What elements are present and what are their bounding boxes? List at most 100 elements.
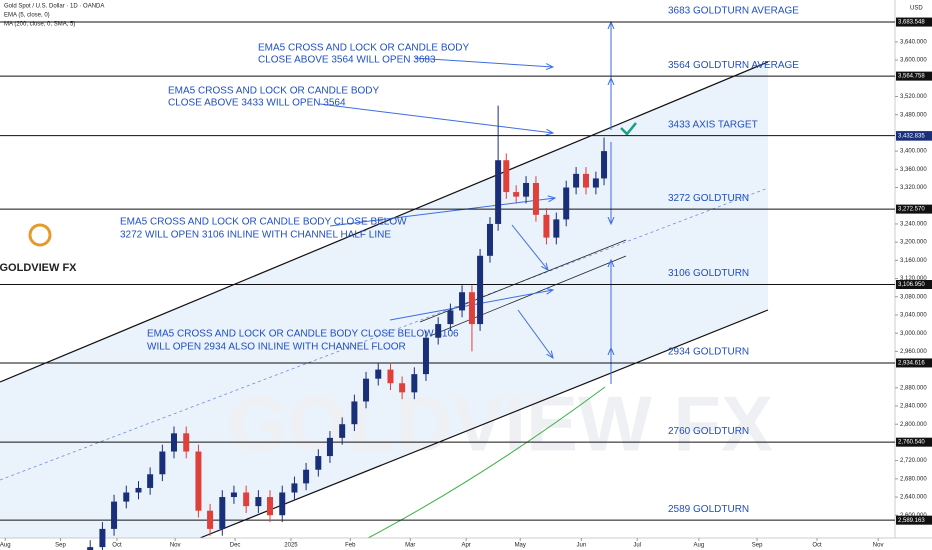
candle-body <box>255 497 262 507</box>
y-tick-label: 3,240.000 <box>900 222 927 228</box>
y-tick-label: 3,480.000 <box>900 112 927 118</box>
y-tick-label: 3,360.000 <box>900 167 927 173</box>
logo: GOLDVIEW FX <box>0 223 77 274</box>
candle-body <box>582 173 589 188</box>
y-tick-label: 2,720.000 <box>900 458 927 464</box>
level-tag <box>896 437 932 447</box>
drawings <box>0 22 769 539</box>
annotation: EMA5 CROSS AND LOCK OR CANDLE BODY <box>258 43 469 54</box>
y-tick-label: 2,840.000 <box>900 404 927 410</box>
x-tick-label: Oct <box>112 543 122 549</box>
arrow <box>329 198 555 227</box>
level-name: 3106 GOLDTURN <box>668 268 749 279</box>
candle-body <box>513 192 520 197</box>
x-tick-label: May <box>515 543 526 549</box>
level-name: 3564 GOLDTURN AVERAGE <box>668 60 799 71</box>
level-tag-label: 2,589.163 <box>898 518 925 524</box>
candle-body <box>477 255 484 325</box>
candle-body <box>435 324 442 338</box>
candle-body <box>195 451 202 511</box>
arrow <box>414 57 553 67</box>
candle-body <box>339 424 346 438</box>
x-tick-label: Mar <box>405 543 415 549</box>
level-name: 2760 GOLDTURN <box>668 426 749 437</box>
level-tag <box>896 17 932 27</box>
level-tag <box>896 71 932 81</box>
candle-body <box>123 492 130 502</box>
candle-body <box>99 528 106 548</box>
level-tag <box>896 279 932 289</box>
candle-body <box>87 547 94 550</box>
y-tick-label: 3,600.000 <box>900 58 927 64</box>
candle-body <box>601 151 608 179</box>
y-tick-label: 3,080.000 <box>900 294 927 300</box>
candle-body <box>532 182 539 215</box>
candle-body <box>523 182 530 197</box>
level-tag-label: 3,564.758 <box>898 74 925 80</box>
candle-body <box>207 510 214 529</box>
annotation: EMA5 CROSS AND LOCK OR CANDLE BODY <box>168 86 379 97</box>
candle-body <box>183 433 190 452</box>
level-tag <box>896 358 932 368</box>
x-tick-label: 2025 <box>284 543 298 549</box>
level-tag-label: 3,106.950 <box>898 282 925 288</box>
candle-body <box>411 374 418 393</box>
candle-body <box>291 483 298 493</box>
candle-body <box>135 487 142 493</box>
candle-body <box>543 214 550 238</box>
level-tag <box>896 515 932 525</box>
candle-body <box>219 497 226 529</box>
candle-body <box>592 178 599 188</box>
candle-body <box>315 456 322 470</box>
candle-body <box>147 474 154 488</box>
x-tick-label: Jul <box>633 543 641 549</box>
x-tick-label: Apr <box>461 543 470 549</box>
x-tick-label: Nov <box>873 543 884 549</box>
y-tick-label: 3,200.000 <box>900 240 927 246</box>
candle-body <box>553 219 560 238</box>
x-tick-label: Aug <box>0 543 11 549</box>
x-tick-label: Nov <box>170 543 181 549</box>
candle-body <box>563 187 570 220</box>
y-tick-label: 3,160.000 <box>900 258 927 264</box>
logo-icon <box>28 223 52 247</box>
level-tag <box>896 204 932 214</box>
candle-body <box>387 369 394 384</box>
y-tick-label: 3,040.000 <box>900 313 927 319</box>
channel-bottom <box>199 309 769 539</box>
annotation: CLOSE ABOVE 3433 WILL OPEN 3564 <box>168 98 346 109</box>
candle-body <box>375 369 382 379</box>
arrow <box>319 103 553 133</box>
y-tick-label: 3,520.000 <box>900 94 927 100</box>
y-tick-label: 2,640.000 <box>900 495 927 501</box>
channel-mid <box>0 187 769 481</box>
level-name: 3433 AXIS TARGET <box>668 119 758 130</box>
mini-channel <box>429 255 627 337</box>
level-name: 3272 GOLDTURN <box>668 193 749 204</box>
candle-body <box>111 501 118 529</box>
candle-body <box>267 497 274 516</box>
candle-body <box>503 160 510 193</box>
indicator: MA (200, close, 0, SMA, 5) <box>4 22 75 28</box>
x-tick-label: Feb <box>345 543 356 549</box>
candle-body <box>326 437 333 457</box>
arrow <box>511 224 548 270</box>
x-tick-label: Sep <box>55 543 66 549</box>
x-tick-label: Oct <box>812 543 822 549</box>
level-tag-label: 2,760.540 <box>898 440 925 446</box>
chart-title: Gold Spot / U.S. Dollar · 1D · OANDA <box>4 4 104 10</box>
annotation: EMA5 CROSS AND LOCK OR CANDLE BODY CLOSE… <box>120 217 407 228</box>
y-tick-label: 3,000.000 <box>900 331 927 337</box>
y-tick-label: 2,680.000 <box>900 476 927 482</box>
x-tick-label: Dec <box>230 543 241 549</box>
candle-body <box>230 492 237 498</box>
y-tick-label: 2,800.000 <box>900 422 927 428</box>
channel-top <box>0 61 769 383</box>
candle-body <box>279 492 286 516</box>
last-price-label: 3,432.835 <box>898 134 925 140</box>
candle-body <box>573 173 580 188</box>
logo-text: GOLDVIEW FX <box>0 262 77 274</box>
indicator: EMA (5, close, 0) <box>4 13 50 19</box>
candle-body <box>170 433 177 452</box>
